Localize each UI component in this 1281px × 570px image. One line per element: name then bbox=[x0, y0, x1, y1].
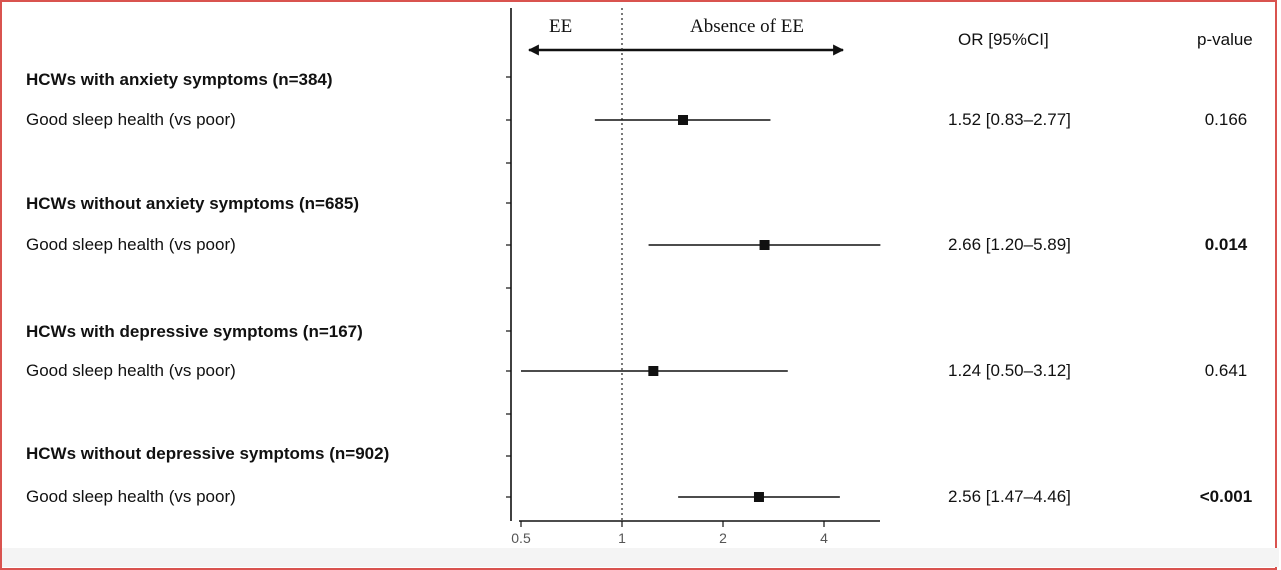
or-value: 2.66 [1.20–5.89] bbox=[948, 235, 1071, 254]
p-value: <0.001 bbox=[1199, 487, 1253, 506]
or-value: 2.56 [1.47–4.46] bbox=[948, 487, 1071, 506]
row-label: Good sleep health (vs poor) bbox=[26, 110, 236, 129]
p-value: 0.641 bbox=[1204, 361, 1248, 380]
row-label: Good sleep health (vs poor) bbox=[26, 487, 236, 506]
group-label: HCWs without depressive symptoms (n=902) bbox=[26, 444, 390, 463]
point-estimate bbox=[648, 366, 659, 376]
p-column-header: p-value bbox=[1197, 30, 1253, 49]
x-tick-label: 2 bbox=[719, 530, 727, 546]
point-estimate bbox=[759, 240, 770, 250]
group-label: HCWs without anxiety symptoms (n=685) bbox=[26, 194, 359, 213]
row-label: Good sleep health (vs poor) bbox=[26, 235, 236, 254]
direction-label-left: EE bbox=[549, 16, 573, 37]
or-value: 1.24 [0.50–3.12] bbox=[948, 361, 1071, 380]
x-tick-label: 0.5 bbox=[511, 530, 531, 546]
p-value: 0.166 bbox=[1204, 110, 1248, 129]
row-label: Good sleep health (vs poor) bbox=[26, 361, 236, 380]
direction-label-right: Absence of EE bbox=[690, 16, 804, 37]
point-estimate bbox=[678, 115, 689, 125]
group-label: HCWs with depressive symptoms (n=167) bbox=[26, 322, 363, 341]
or-value: 1.52 [0.83–2.77] bbox=[948, 110, 1071, 129]
group-label: HCWs with anxiety symptoms (n=384) bbox=[26, 70, 333, 89]
or-column-header: OR [95%CI] bbox=[958, 30, 1049, 49]
x-tick-label: 4 bbox=[820, 530, 828, 546]
p-value: 0.014 bbox=[1204, 235, 1248, 254]
x-tick-label: 1 bbox=[618, 530, 626, 546]
point-estimate bbox=[753, 492, 764, 502]
bottom-band bbox=[2, 548, 1279, 567]
